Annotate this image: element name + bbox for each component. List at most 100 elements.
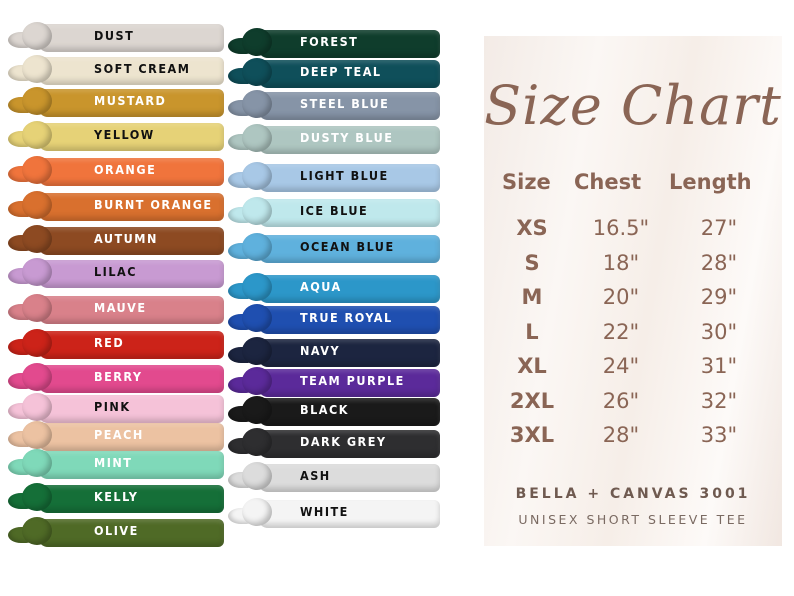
swatch-team-purple: TEAM PURPLE [228, 367, 440, 397]
fabric-bar [258, 500, 440, 528]
swatch-aqua: AQUA [228, 273, 440, 303]
fabric-bar [38, 227, 224, 255]
knot [242, 498, 272, 526]
color-name: ORANGE [94, 162, 157, 177]
color-name: AUTUMN [94, 231, 158, 246]
swatch-white: WHITE [228, 498, 440, 528]
swatch-berry: BERRY [8, 363, 224, 393]
swatch-true-royal: TRUE ROYAL [228, 304, 440, 334]
knot [22, 225, 52, 253]
fabric-bar [38, 296, 224, 324]
fabric-bar [258, 339, 440, 367]
color-name: NAVY [300, 343, 341, 358]
chest-value: 26" [602, 388, 640, 413]
product-subtitle: UNISEX SHORT SLEEVE TEE [518, 512, 748, 527]
swatch-ocean-blue: OCEAN BLUE [228, 233, 440, 263]
fabric-bar [38, 123, 224, 151]
knot [242, 367, 272, 395]
swatch-kelly: KELLY [8, 483, 224, 513]
fabric-bar [258, 126, 440, 154]
fabric-bar [258, 275, 440, 303]
chest-value: 24" [602, 354, 640, 378]
color-name: BURNT ORANGE [94, 197, 213, 212]
knot [22, 421, 52, 449]
color-name: LIGHT BLUE [300, 168, 389, 183]
swatch-lilac: LILAC [8, 258, 224, 288]
knot [22, 483, 52, 511]
header-length: Length [669, 170, 752, 194]
fabric-bar [38, 485, 224, 513]
length-value: 30" [700, 319, 738, 344]
knot [22, 449, 52, 477]
knot [22, 156, 52, 184]
color-name: LILAC [94, 264, 137, 279]
color-name: FOREST [300, 34, 359, 49]
knot [22, 22, 52, 50]
length-value: 27" [700, 216, 738, 240]
fabric-bar [258, 369, 440, 397]
header-chest: Chest [574, 170, 642, 194]
swatch-forest: FOREST [228, 28, 440, 58]
color-name: DUST [94, 28, 135, 43]
fabric-bar [258, 430, 440, 458]
chest-value: 18" [602, 250, 640, 275]
size-value: M [521, 285, 543, 309]
length-value: 33" [700, 423, 738, 447]
length-value: 29" [700, 285, 738, 309]
swatch-orange: ORANGE [8, 156, 224, 186]
fabric-bar [38, 193, 224, 221]
size-value: L [525, 319, 539, 344]
color-name: ICE BLUE [300, 203, 369, 218]
chest-value: 28" [602, 423, 640, 447]
knot [22, 517, 52, 545]
color-name: YELLOW [94, 127, 155, 142]
fabric-bar [258, 398, 440, 426]
swatch-soft-cream: SOFT CREAM [8, 55, 224, 85]
knot [22, 87, 52, 115]
fabric-bar [38, 331, 224, 359]
knot [242, 337, 272, 365]
swatch-dust: DUST [8, 22, 224, 52]
swatch-dusty-blue: DUSTY BLUE [228, 124, 440, 154]
swatch-navy: NAVY [228, 337, 440, 367]
color-name: MUSTARD [94, 93, 167, 108]
swatch-mustard: MUSTARD [8, 87, 224, 117]
fabric-bar [38, 395, 224, 423]
swatch-mint: MINT [8, 449, 224, 479]
fabric-bar [38, 423, 224, 451]
knot [242, 28, 272, 56]
brand-label: BELLA + CANVAS 3001 [515, 486, 751, 502]
fabric-bar [38, 24, 224, 52]
knot [242, 162, 272, 190]
knot [22, 363, 52, 391]
color-name: BLACK [300, 402, 349, 417]
color-name: TRUE ROYAL [300, 310, 393, 325]
swatch-light-blue: LIGHT BLUE [228, 162, 440, 192]
fabric-bar [38, 365, 224, 393]
swatch-burnt-orange: BURNT ORANGE [8, 191, 224, 221]
fabric-bar [38, 260, 224, 288]
size-chart-title: Size Chart [484, 74, 782, 137]
color-name: KELLY [94, 489, 139, 504]
knot [242, 197, 272, 225]
color-name: OCEAN BLUE [300, 239, 395, 254]
fabric-bar [258, 464, 440, 492]
fabric-bar [258, 199, 440, 227]
color-name: PINK [94, 399, 131, 414]
color-name: DARK GREY [300, 434, 387, 449]
length-value: 28" [700, 250, 738, 275]
size-value: 2XL [509, 388, 555, 413]
fabric-bar [258, 30, 440, 58]
swatch-black: BLACK [228, 396, 440, 426]
color-name: WHITE [300, 504, 349, 519]
knot [242, 124, 272, 152]
knot [22, 258, 52, 286]
chest-value: 16.5" [592, 216, 650, 240]
fabric-bar [258, 92, 440, 120]
color-name: SOFT CREAM [94, 61, 191, 76]
size-value: 3XL [509, 423, 555, 447]
fabric-bar [258, 164, 440, 192]
swatch-steel-blue: STEEL BLUE [228, 90, 440, 120]
color-name: AQUA [300, 279, 342, 294]
swatch-autumn: AUTUMN [8, 225, 224, 255]
